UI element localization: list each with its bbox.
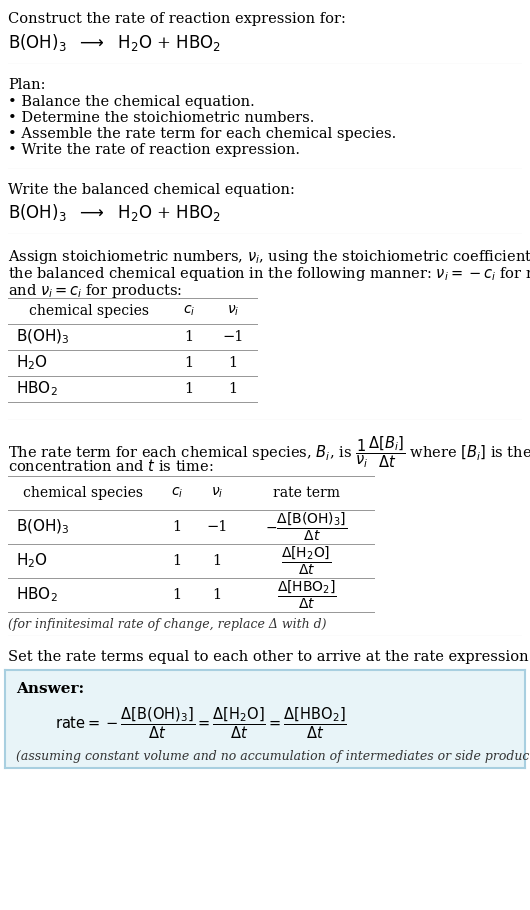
Text: • Assemble the rate term for each chemical species.: • Assemble the rate term for each chemic…	[8, 127, 396, 141]
Text: 1: 1	[184, 356, 193, 370]
Text: 1: 1	[172, 520, 182, 534]
Text: rate term: rate term	[273, 486, 340, 500]
Text: 1: 1	[228, 356, 237, 370]
Text: $\mathrm{HBO_2}$: $\mathrm{HBO_2}$	[16, 379, 58, 399]
Text: $\mathrm{B(OH)_3}$: $\mathrm{B(OH)_3}$	[16, 328, 70, 346]
Text: $c_i$: $c_i$	[171, 486, 183, 501]
Text: 1: 1	[172, 554, 182, 568]
Text: (for infinitesimal rate of change, replace Δ with d): (for infinitesimal rate of change, repla…	[8, 618, 326, 631]
Text: $\nu_i$: $\nu_i$	[227, 304, 239, 318]
Text: Write the balanced chemical equation:: Write the balanced chemical equation:	[8, 183, 295, 197]
Text: chemical species: chemical species	[23, 486, 143, 500]
Text: and $\nu_i = c_i$ for products:: and $\nu_i = c_i$ for products:	[8, 282, 182, 300]
Text: 1: 1	[184, 330, 193, 344]
Text: Answer:: Answer:	[16, 682, 84, 696]
Text: 1: 1	[228, 382, 237, 396]
Text: $\mathrm{rate} = -\dfrac{\Delta[\mathrm{B(OH)_3}]}{\Delta t} = \dfrac{\Delta[\ma: $\mathrm{rate} = -\dfrac{\Delta[\mathrm{…	[55, 705, 347, 741]
Text: 1: 1	[213, 588, 222, 602]
Text: $\mathrm{H_2O}$: $\mathrm{H_2O}$	[16, 354, 48, 372]
Text: • Determine the stoichiometric numbers.: • Determine the stoichiometric numbers.	[8, 111, 314, 125]
Text: $\dfrac{\Delta[\mathrm{H_2O}]}{\Delta t}$: $\dfrac{\Delta[\mathrm{H_2O}]}{\Delta t}…	[281, 545, 332, 577]
Text: the balanced chemical equation in the following manner: $\nu_i = -c_i$ for react: the balanced chemical equation in the fo…	[8, 265, 530, 283]
Text: • Balance the chemical equation.: • Balance the chemical equation.	[8, 95, 255, 109]
Text: $\mathrm{B(OH)_3}$  $\longrightarrow$  $\mathrm{H_2O}$ + $\mathrm{HBO_2}$: $\mathrm{B(OH)_3}$ $\longrightarrow$ $\m…	[8, 202, 221, 223]
Text: 1: 1	[184, 382, 193, 396]
Text: $-\dfrac{\Delta[\mathrm{B(OH)_3}]}{\Delta t}$: $-\dfrac{\Delta[\mathrm{B(OH)_3}]}{\Delt…	[266, 511, 348, 543]
Text: $\nu_i$: $\nu_i$	[211, 486, 223, 501]
Text: −1: −1	[206, 520, 228, 534]
Text: chemical species: chemical species	[29, 304, 149, 318]
Text: 1: 1	[172, 588, 182, 602]
Text: The rate term for each chemical species, $B_i$, is $\dfrac{1}{\nu_i}\dfrac{\Delt: The rate term for each chemical species,…	[8, 434, 530, 470]
Text: • Write the rate of reaction expression.: • Write the rate of reaction expression.	[8, 143, 300, 157]
Text: Plan:: Plan:	[8, 78, 46, 92]
Text: $\dfrac{\Delta[\mathrm{HBO_2}]}{\Delta t}$: $\dfrac{\Delta[\mathrm{HBO_2}]}{\Delta t…	[277, 579, 337, 612]
Text: −1: −1	[222, 330, 244, 344]
Text: $\mathrm{B(OH)_3}$: $\mathrm{B(OH)_3}$	[16, 518, 70, 536]
Text: (assuming constant volume and no accumulation of intermediates or side products): (assuming constant volume and no accumul…	[16, 750, 530, 763]
Text: 1: 1	[213, 554, 222, 568]
Text: $c_i$: $c_i$	[183, 304, 195, 318]
Text: Construct the rate of reaction expression for:: Construct the rate of reaction expressio…	[8, 12, 346, 26]
Text: Assign stoichiometric numbers, $\nu_i$, using the stoichiometric coefficients, $: Assign stoichiometric numbers, $\nu_i$, …	[8, 248, 530, 266]
Text: $\mathrm{B(OH)_3}$  $\longrightarrow$  $\mathrm{H_2O}$ + $\mathrm{HBO_2}$: $\mathrm{B(OH)_3}$ $\longrightarrow$ $\m…	[8, 32, 221, 53]
Text: $\mathrm{H_2O}$: $\mathrm{H_2O}$	[16, 551, 48, 571]
Text: concentration and $t$ is time:: concentration and $t$ is time:	[8, 458, 214, 474]
Text: Set the rate terms equal to each other to arrive at the rate expression:: Set the rate terms equal to each other t…	[8, 650, 530, 664]
Text: $\mathrm{HBO_2}$: $\mathrm{HBO_2}$	[16, 586, 58, 604]
